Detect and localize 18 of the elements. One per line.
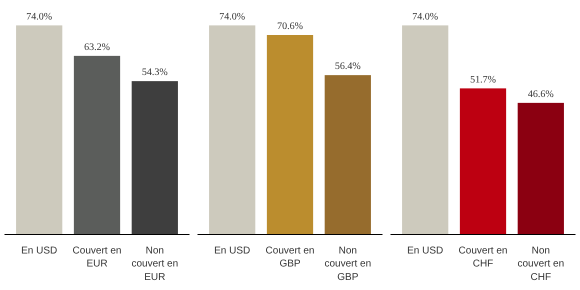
x-tick-label: Couvert en GBP — [266, 246, 314, 270]
data-label: 56.4% — [334, 61, 361, 72]
x-tick-label: Couvert en EUR — [72, 246, 122, 270]
data-label: 70.6% — [277, 21, 303, 32]
data-label: 74.0% — [412, 11, 438, 22]
x-tick-label: En USD — [214, 246, 250, 256]
data-label: 51.7% — [470, 74, 496, 86]
data-label: 63.2% — [84, 42, 110, 53]
x-tick-label: Couvert en CHF — [458, 246, 508, 270]
data-label: 54.3% — [142, 67, 168, 78]
x-tick-label: En USD — [407, 246, 444, 256]
x-tick-label: Non couvert en EUR — [131, 246, 178, 283]
x-tick-label: En USD — [21, 246, 58, 256]
data-label: 74.0% — [26, 11, 52, 22]
data-label: 74.0% — [219, 11, 246, 22]
data-label: 46.6% — [528, 88, 554, 100]
x-tick-label: Non couvert en CHF — [517, 246, 564, 283]
x-tick-label: Non couvert en GBP — [324, 246, 372, 283]
